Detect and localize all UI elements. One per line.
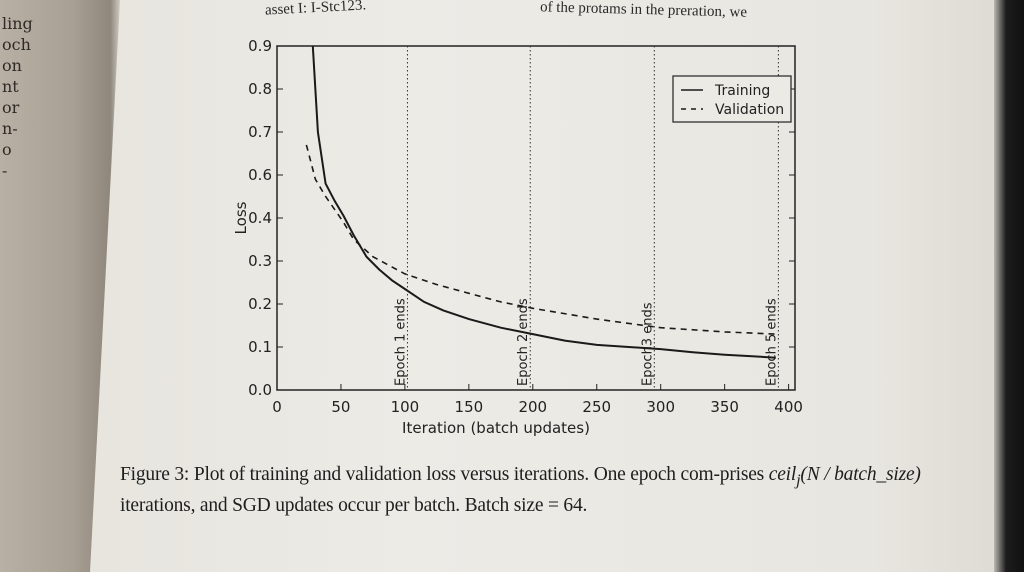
book-right-edge xyxy=(994,0,1024,572)
x-tick-label: 350 xyxy=(710,398,739,416)
loss-chart: 0 50 100 150 200 250 300 350 400 0.0 0.1 0.2 0.3 0.4 0… xyxy=(232,37,803,437)
legend-label-validation: Validation xyxy=(715,102,784,118)
y-tick-label: 0.1 xyxy=(248,338,272,356)
series-line-training xyxy=(311,45,776,359)
epoch-label: Epoch 5 ends xyxy=(764,298,779,386)
y-tick-label: 0.2 xyxy=(248,295,272,313)
x-tick-label: 150 xyxy=(455,398,484,416)
left-page-fragment: nt xyxy=(2,77,19,96)
x-tick-label: 250 xyxy=(582,398,611,416)
left-page-fragment: ling xyxy=(2,14,33,33)
epoch-label: Epoch 2 ends xyxy=(516,298,531,386)
left-page-fragment: och xyxy=(2,35,31,54)
y-tick-label: 0.8 xyxy=(248,80,272,98)
x-tick-label: 300 xyxy=(646,398,675,416)
y-tick-label: 0.6 xyxy=(248,166,272,184)
y-tick-label: 0.3 xyxy=(248,252,272,270)
y-tick-label: 0.4 xyxy=(248,209,272,227)
caption-text-2: iterations, and SGD updates occur per ba… xyxy=(120,494,588,516)
x-tick-label: 100 xyxy=(391,398,420,416)
figure-caption: Figure 3: Plot of training and validatio… xyxy=(120,462,950,518)
left-page-fragment: o xyxy=(2,140,12,159)
epoch-label: Epoch3 ends xyxy=(640,302,655,386)
legend-box xyxy=(672,75,792,123)
left-page-edge: ling och on nt or n-o - xyxy=(0,0,120,572)
y-tick-label: 0.0 xyxy=(248,381,272,399)
y-tick-label: 0.7 xyxy=(248,123,272,141)
epoch-label: Epoch 1 ends xyxy=(393,298,408,386)
y-axis-label: Loss xyxy=(232,201,250,234)
left-page-fragment: on xyxy=(2,56,22,75)
x-axis-label: Iteration (batch updates) xyxy=(402,419,590,437)
top-text-left: asset I: I-Stc123. xyxy=(264,0,367,19)
y-tick-label: 0.9 xyxy=(248,37,272,55)
caption-math: ceil xyxy=(768,464,797,485)
left-page-fragment: n- xyxy=(2,119,18,138)
caption-math-sub: j xyxy=(796,470,801,489)
legend-label-training: Training xyxy=(714,83,770,99)
caption-text-1: Figure 3: Plot of training and validatio… xyxy=(120,464,769,485)
left-page-fragment: or xyxy=(2,98,20,117)
caption-math-2: (N / batch_size) xyxy=(800,464,921,485)
x-tick-label: 400 xyxy=(774,398,803,416)
x-tick-label: 50 xyxy=(331,398,350,416)
x-tick-label: 0 xyxy=(272,398,282,416)
left-page-fragment: - xyxy=(2,161,8,180)
series-line-validation xyxy=(305,144,776,335)
x-tick-label: 200 xyxy=(518,398,547,416)
top-text-right: of the protams in the preration, we xyxy=(539,0,748,21)
